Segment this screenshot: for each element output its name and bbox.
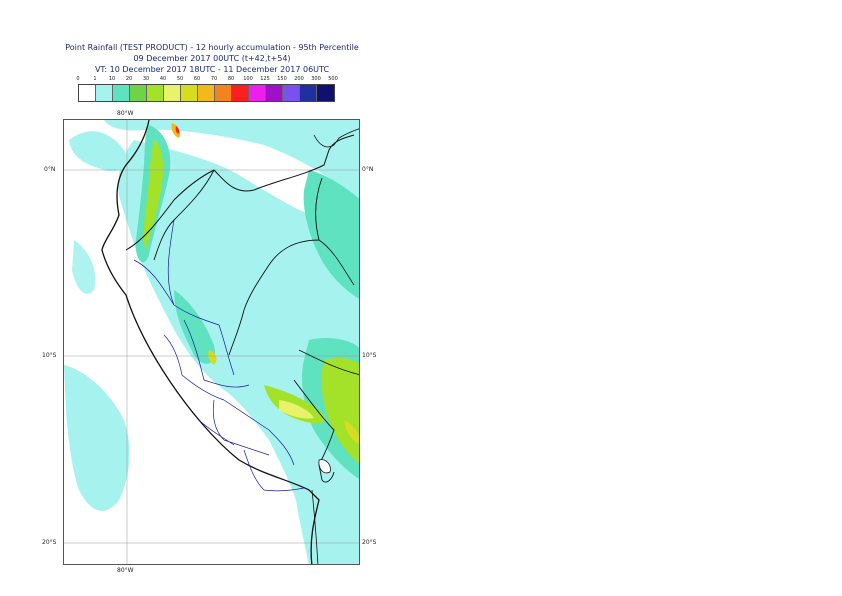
- legend-swatch: [96, 85, 113, 101]
- legend-swatch: [283, 85, 300, 101]
- lat-label-right-10s: 10°S: [362, 352, 377, 359]
- legend-label: 60: [193, 76, 201, 82]
- rain-field-40-50mm-central: [208, 350, 217, 365]
- run-time: 09 December 2017 00UTC (t+42,t+54): [133, 54, 291, 63]
- lat-label-left-10s: 10°S: [42, 352, 57, 359]
- legend-label: 0: [76, 76, 80, 82]
- legend-label: 1: [93, 76, 97, 82]
- border-peru-bolivia: [293, 379, 335, 483]
- rain-field-10-20mm-central: [174, 290, 215, 364]
- rain-field-80-100mm: [175, 126, 180, 134]
- legend-label: 30: [142, 76, 150, 82]
- legend-swatch: [198, 85, 215, 101]
- legend-label: 40: [159, 76, 167, 82]
- legend-swatch: [113, 85, 130, 101]
- legend-label: 20: [125, 76, 133, 82]
- border-peru-brazil: [228, 177, 323, 356]
- rain-field-20-40mm-se: [321, 358, 359, 464]
- rain-field-1-10mm: [118, 140, 359, 564]
- legend-swatch: [317, 85, 334, 101]
- border-bolivia-brazil: [298, 349, 359, 375]
- lake-titicaca: [318, 459, 331, 474]
- rain-field-1-10mm-north: [104, 120, 359, 199]
- legend-label: 70: [210, 76, 218, 82]
- legend-swatch: [181, 85, 198, 101]
- legend-label: 50: [176, 76, 184, 82]
- lat-label-left-20s: 20°S: [42, 539, 57, 546]
- map-canvas: [64, 120, 359, 564]
- rainfall-map: [63, 119, 360, 565]
- border-brazil-bolivia: [318, 239, 355, 286]
- ocean-rain-north: [69, 131, 128, 172]
- legend-colorbar: [78, 84, 335, 102]
- lon-label-bottom: 80°W: [117, 567, 134, 574]
- rain-field-20-40mm-andes: [143, 140, 164, 250]
- legend-swatch: [266, 85, 283, 101]
- legend-label: 10: [108, 76, 116, 82]
- legend-swatch: [130, 85, 147, 101]
- legend-swatch: [164, 85, 181, 101]
- map-title: Point Rainfall (TEST PRODUCT) - 12 hourl…: [65, 43, 359, 52]
- coastline-peru: [101, 120, 320, 564]
- ocean-rain-south: [64, 365, 130, 511]
- legend-swatch: [79, 85, 96, 101]
- legend-label: 150: [277, 76, 287, 82]
- lon-label-top: 80°W: [117, 110, 134, 117]
- legend-label: 80: [227, 76, 235, 82]
- region-boundaries: [133, 219, 305, 492]
- lat-label-right-0: 0°N: [362, 166, 374, 173]
- legend-label: 100: [243, 76, 253, 82]
- border-north: [313, 128, 359, 148]
- legend-swatch: [232, 85, 249, 101]
- rain-field-50-60mm: [344, 420, 359, 445]
- legend-swatch: [215, 85, 232, 101]
- rain-field-40-50mm: [279, 400, 314, 419]
- border-ecuador-peru: [125, 134, 355, 251]
- border-chile: [311, 489, 319, 564]
- legend-swatch: [249, 85, 266, 101]
- legend-label: 200: [294, 76, 304, 82]
- rain-field-10-20mm-east: [303, 170, 359, 299]
- border-peru-colombia: [153, 169, 215, 261]
- legend-label: 300: [311, 76, 321, 82]
- legend-swatch: [147, 85, 164, 101]
- ocean-rain-center: [72, 240, 96, 294]
- valid-time: VT: 10 December 2017 18UTC - 11 December…: [94, 65, 330, 74]
- lat-label-left-0: 0°N: [44, 166, 56, 173]
- legend-label: 125: [260, 76, 270, 82]
- lat-label-right-20s: 20°S: [362, 539, 377, 546]
- legend-swatch: [300, 85, 317, 101]
- legend-label: 500: [328, 76, 338, 82]
- rain-field-60-70mm: [171, 123, 181, 138]
